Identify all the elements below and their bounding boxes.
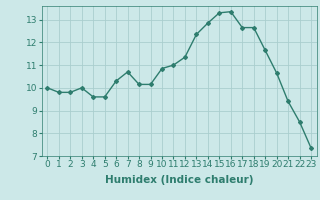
X-axis label: Humidex (Indice chaleur): Humidex (Indice chaleur) — [105, 175, 253, 185]
